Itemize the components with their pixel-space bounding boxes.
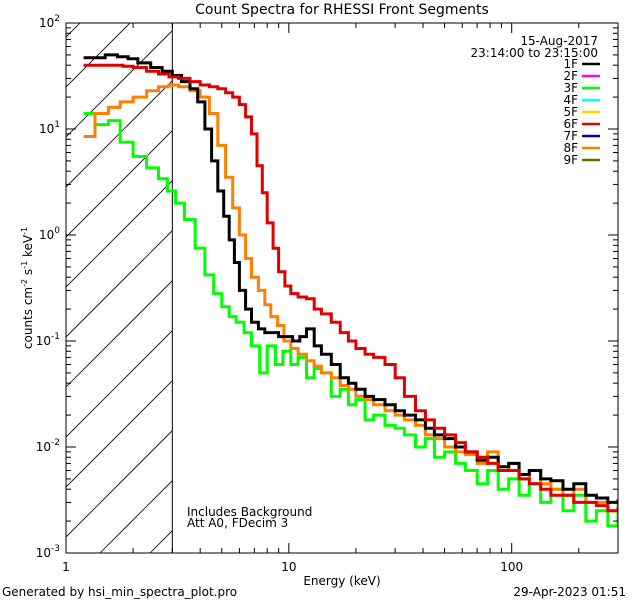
legend-label-9f: 9F	[563, 153, 578, 167]
date-label: 15-Aug-2017	[520, 34, 598, 48]
hatch-line-7	[66, 130, 173, 238]
series-6f-line	[83, 63, 618, 513]
x-tick-label-0: 1	[62, 560, 70, 574]
chart-title: Count Spectra for RHESSI Front Segments	[195, 2, 489, 18]
legend-label-2f: 2F	[563, 69, 578, 83]
y-tick-label-4: 101	[39, 120, 60, 136]
y-tick-label-5: 102	[39, 14, 60, 30]
legend-label-8f: 8F	[563, 141, 578, 155]
footer-generated-by: Generated by hsi_min_spectra_plot.pro	[2, 585, 237, 599]
y-tick-label-1: 10-2	[36, 438, 60, 454]
y-tick-label-2: 10-1	[36, 332, 60, 348]
x-axis-label: Energy (keV)	[303, 574, 380, 588]
time-range-label: 23:14:00 to 23:15:00	[471, 46, 598, 60]
hatch-line-6	[66, 80, 173, 188]
x-tick-label-2: 100	[500, 560, 523, 574]
legend-label-1f: 1F	[563, 57, 578, 71]
background-note: Includes Background	[187, 505, 312, 519]
y-tick-label-0: 10-3	[36, 544, 60, 560]
threshold-hatch-region	[0, 0, 173, 553]
footer-timestamp: 29-Apr-2023 01:51	[513, 585, 626, 599]
legend-label-4f: 4F	[563, 93, 578, 107]
hatch-line-5	[66, 30, 173, 138]
series-3f-line	[83, 112, 618, 528]
legend-label-7f: 7F	[563, 129, 578, 143]
hatch-line-8	[66, 180, 173, 288]
legend-label-6f: 6F	[563, 117, 578, 131]
plot-frame	[65, 22, 619, 554]
hatch-line-9	[66, 230, 173, 338]
y-tick-label-3: 100	[39, 226, 60, 242]
x-tick-label-1: 10	[281, 560, 296, 574]
hatch-line-4	[66, 23, 131, 88]
attenuator-note: Att A0, FDecim 3	[187, 516, 288, 530]
hatch-line-13	[66, 430, 173, 538]
y-axis-label: counts cm-2 s-1 keV-1	[20, 227, 35, 349]
legend-label-3f: 3F	[563, 81, 578, 95]
series-8f-line	[83, 83, 618, 513]
hatch-line-1	[0, 0, 10, 553]
hatch-line-3	[66, 23, 81, 38]
series-1f-line	[83, 53, 618, 504]
hatch-line-12	[66, 380, 173, 488]
legend-label-5f: 5F	[563, 105, 578, 119]
